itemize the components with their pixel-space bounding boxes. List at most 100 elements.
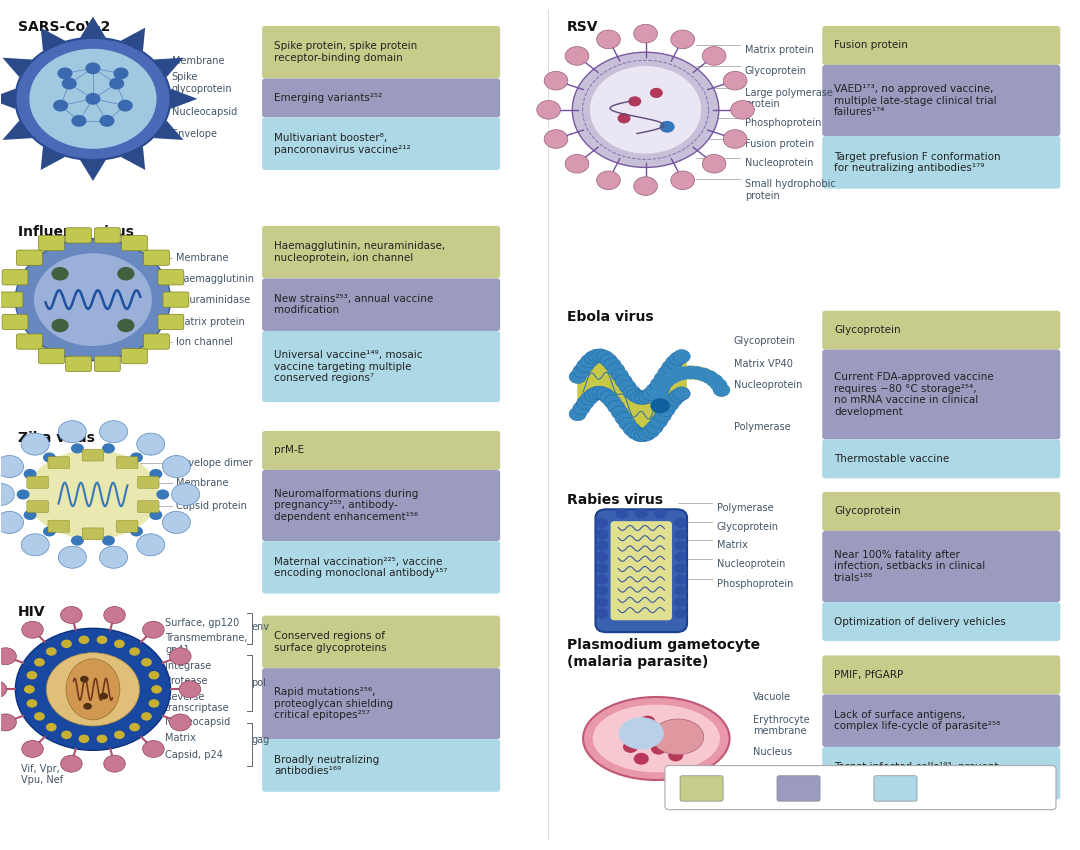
Circle shape [651,384,669,398]
Circle shape [149,700,160,708]
Circle shape [15,628,171,751]
Circle shape [674,563,687,573]
Text: SARS-CoV-2: SARS-CoV-2 [17,20,110,34]
Text: Influenza virus: Influenza virus [17,225,134,239]
FancyBboxPatch shape [16,334,42,349]
Circle shape [151,685,162,694]
Polygon shape [153,121,184,140]
Ellipse shape [66,659,120,720]
FancyBboxPatch shape [822,26,1061,65]
Circle shape [665,355,683,369]
Text: Matrix protein: Matrix protein [176,318,245,327]
FancyBboxPatch shape [822,655,1061,694]
FancyBboxPatch shape [0,292,23,307]
Text: Transmembrane,
gp41: Transmembrane, gp41 [165,633,247,655]
FancyBboxPatch shape [262,226,500,279]
FancyBboxPatch shape [94,228,120,243]
Text: Spike protein, spike protein
receptor-binding domain: Spike protein, spike protein receptor-bi… [274,42,417,63]
Circle shape [618,113,631,123]
Text: Matrix VP40: Matrix VP40 [734,359,793,369]
FancyBboxPatch shape [262,279,500,331]
Text: env: env [252,621,269,632]
Circle shape [694,368,712,382]
Circle shape [646,383,663,397]
Text: Matrix: Matrix [717,541,747,550]
Circle shape [616,374,632,388]
Text: Glycoprotein: Glycoprotein [717,522,779,531]
Circle shape [99,115,114,127]
Text: Nucleocapsid: Nucleocapsid [172,106,237,116]
Text: Surface, gp120: Surface, gp120 [165,618,240,628]
Text: Nucleoprotein: Nucleoprotein [745,158,813,168]
Circle shape [588,349,605,363]
Text: Emerging variants²⁵²: Emerging variants²⁵² [274,93,382,103]
Circle shape [24,510,37,520]
Circle shape [83,703,92,710]
FancyBboxPatch shape [874,776,917,802]
Circle shape [584,351,602,365]
Circle shape [0,484,14,506]
FancyBboxPatch shape [82,528,104,540]
FancyBboxPatch shape [27,476,49,488]
Circle shape [669,750,684,762]
Circle shape [654,508,667,518]
Circle shape [179,681,201,698]
FancyBboxPatch shape [822,65,1061,136]
Text: Lack of surface antigens,
complex life-cycle of parasite²⁵⁸: Lack of surface antigens, complex life-c… [834,710,1000,732]
Ellipse shape [583,697,730,780]
FancyBboxPatch shape [822,439,1061,479]
Text: Nucleoprotein: Nucleoprotein [717,558,785,569]
Circle shape [702,47,726,65]
Circle shape [724,71,747,90]
Circle shape [674,586,687,596]
Circle shape [595,586,608,596]
Text: Optimization of delivery vehicles: Optimization of delivery vehicles [834,616,1005,626]
Circle shape [113,67,129,79]
Circle shape [569,370,586,383]
FancyBboxPatch shape [48,456,69,468]
Text: RSV: RSV [567,20,598,34]
FancyBboxPatch shape [262,331,500,402]
Circle shape [85,93,100,105]
FancyBboxPatch shape [2,269,28,285]
Circle shape [643,388,660,401]
Polygon shape [0,88,15,109]
Circle shape [665,393,683,406]
Text: pol: pol [252,678,266,689]
Circle shape [635,508,648,518]
FancyBboxPatch shape [665,766,1056,810]
Circle shape [544,71,568,90]
Text: Targets: Targets [729,784,769,793]
Circle shape [670,389,687,403]
Circle shape [711,378,727,392]
FancyBboxPatch shape [137,501,159,513]
FancyBboxPatch shape [137,476,159,488]
Circle shape [0,714,16,731]
Circle shape [673,349,690,363]
Text: prM-E: prM-E [274,445,305,456]
Circle shape [114,731,125,739]
Circle shape [104,755,125,772]
Circle shape [675,721,690,733]
Text: Membrane: Membrane [172,56,224,65]
Circle shape [660,121,675,133]
Circle shape [149,671,160,679]
Circle shape [24,469,37,479]
Text: Haemagglutinin: Haemagglutinin [176,275,254,284]
Circle shape [149,469,162,479]
Circle shape [608,400,624,414]
Circle shape [595,597,608,607]
Ellipse shape [652,719,704,755]
Text: Universal vaccine¹⁴⁹, mosaic
vaccine targeting multiple
conserved regions⁷: Universal vaccine¹⁴⁹, mosaic vaccine tar… [274,350,422,383]
Text: Maternal vaccination²²⁵, vaccine
encoding monoclonal antibody¹⁵⁷: Maternal vaccination²²⁵, vaccine encodin… [274,557,447,578]
Circle shape [674,529,687,539]
FancyBboxPatch shape [262,431,500,470]
FancyBboxPatch shape [48,520,69,532]
Text: Glycoprotein: Glycoprotein [745,65,807,76]
Text: Matrix: Matrix [165,734,195,744]
FancyBboxPatch shape [2,314,28,330]
Circle shape [702,155,726,173]
Circle shape [565,47,589,65]
Text: Capsid protein: Capsid protein [176,502,246,512]
Text: Envelope: Envelope [172,128,217,139]
